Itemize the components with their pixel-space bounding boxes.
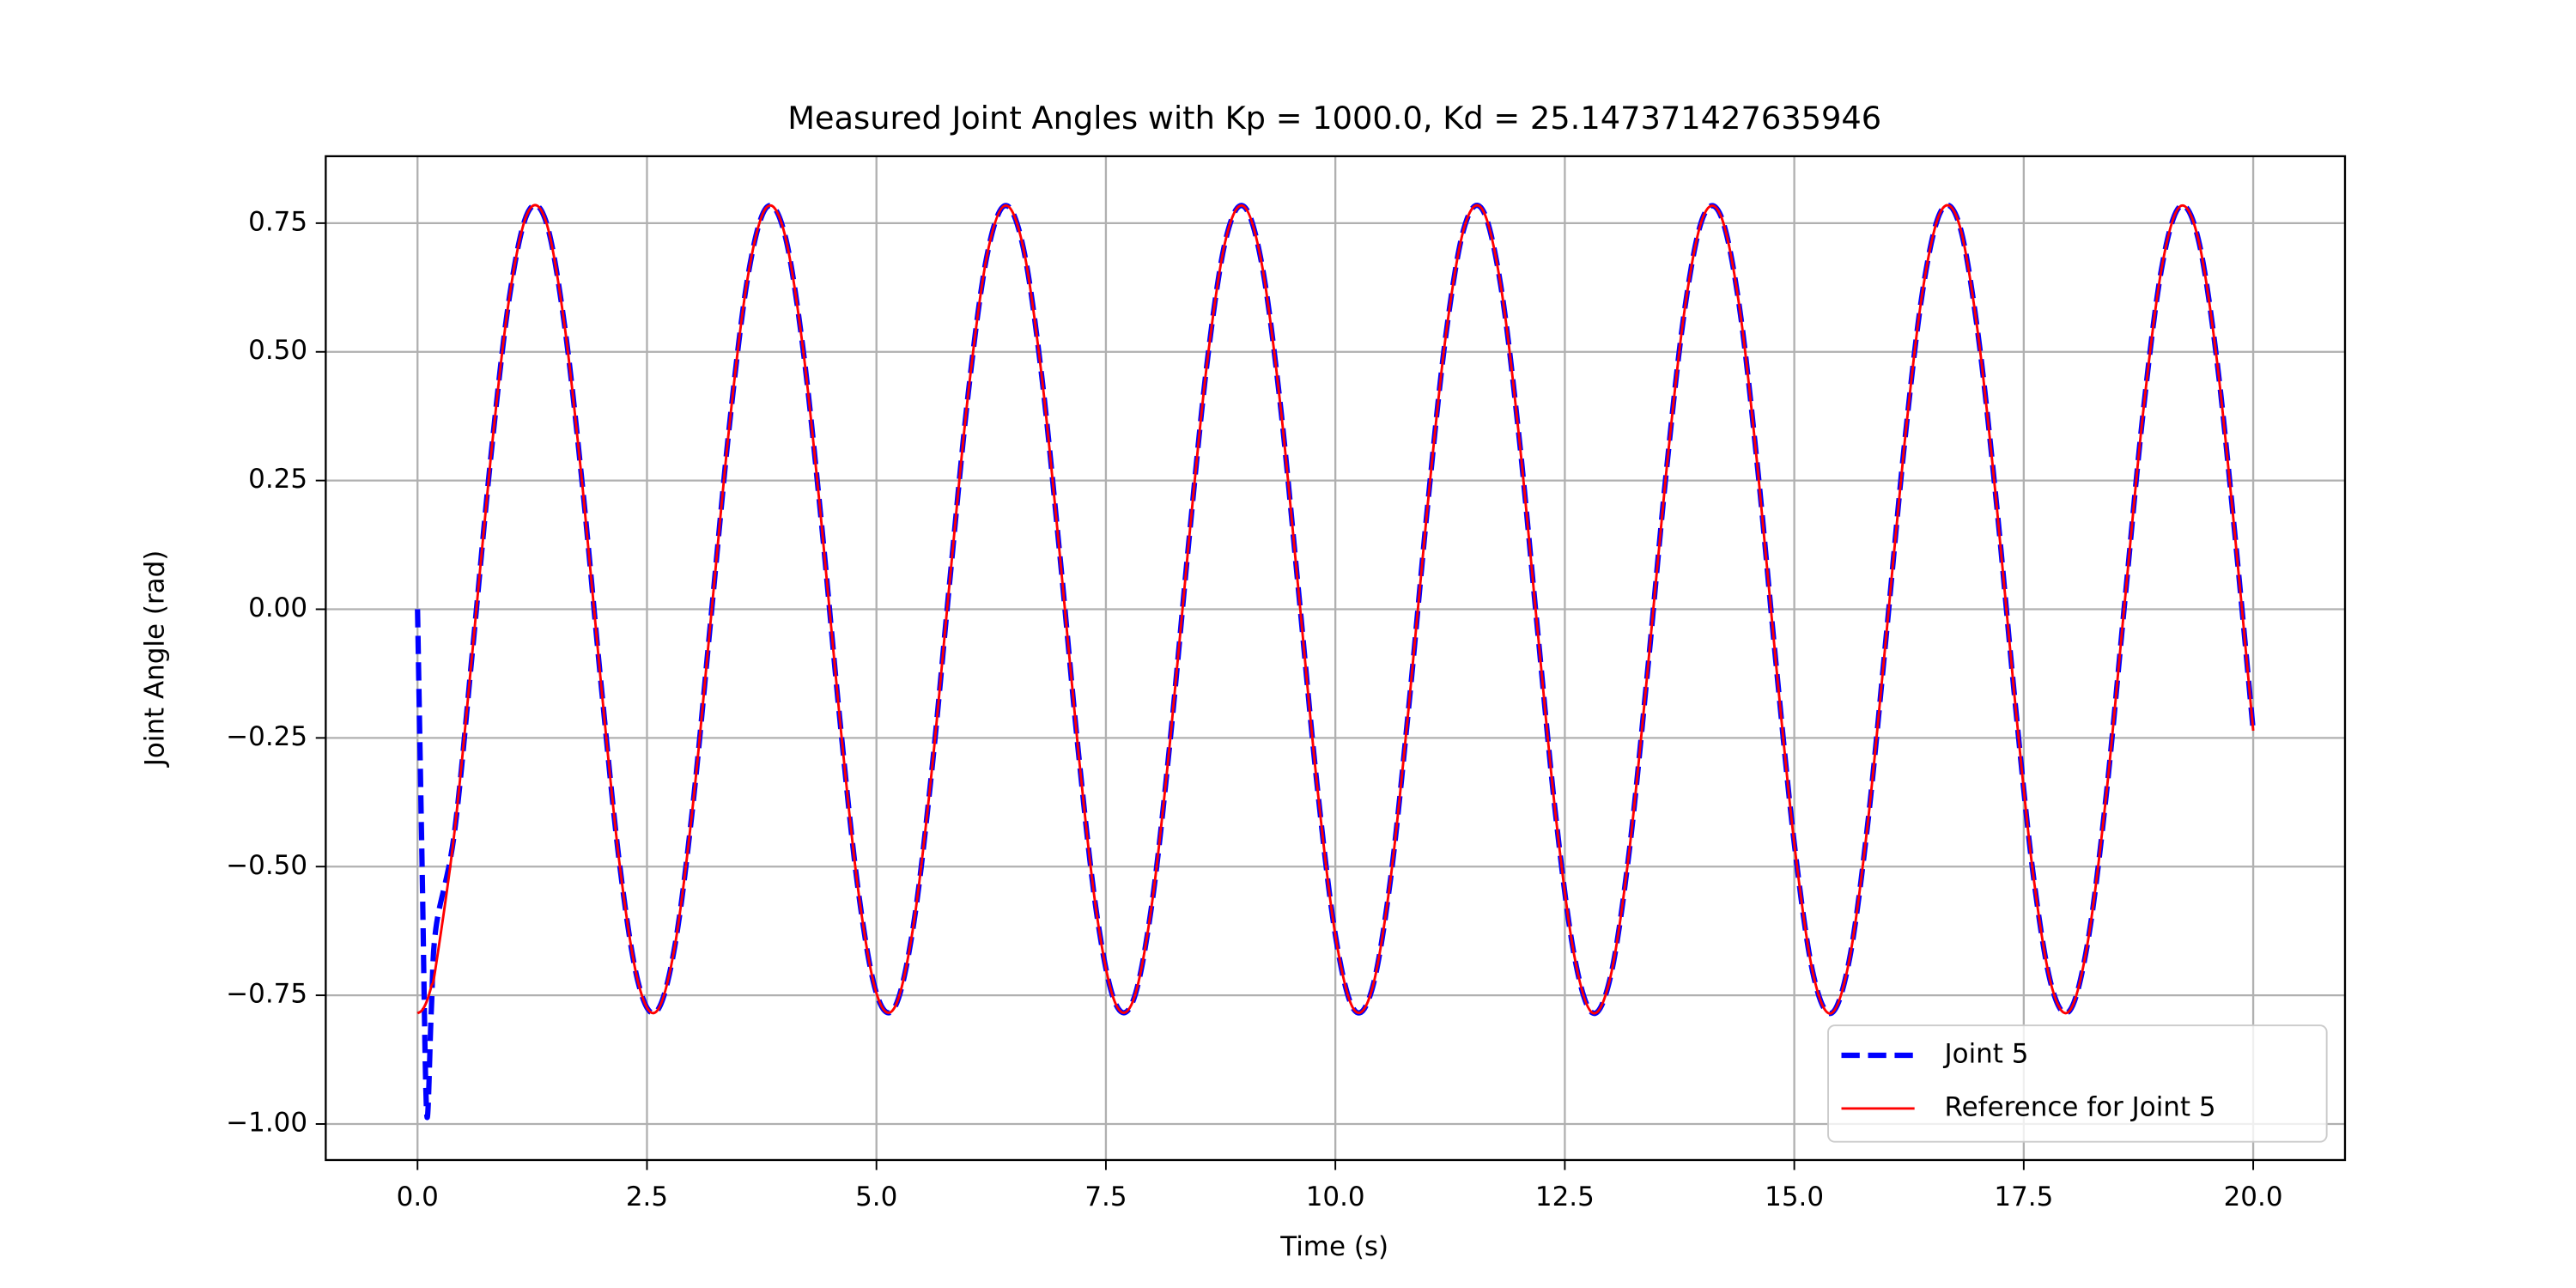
x-axis-label: Time (s) [1279,1231,1388,1262]
y-tick-label: −0.50 [226,850,307,881]
x-tick-label: 17.5 [1994,1182,2053,1212]
legend-box [1827,1024,2328,1143]
y-tick-label: −1.00 [226,1108,307,1139]
x-tick-label: 10.0 [1306,1182,1365,1212]
y-tick-label: 0.50 [248,335,307,366]
y-tick-label: 0.75 [248,206,307,237]
x-tick-label: 2.5 [626,1182,668,1212]
y-tick-label: −0.25 [226,721,307,752]
y-tick-label: −0.75 [226,979,307,1010]
x-tick-label: 15.0 [1765,1182,1824,1212]
legend-label: Reference for Joint 5 [1945,1091,2216,1122]
x-tick-label: 12.5 [1535,1182,1595,1212]
x-tick-label: 20.0 [2224,1182,2283,1212]
x-tick-label: 5.0 [855,1182,897,1212]
x-tick-label: 0.0 [397,1182,439,1212]
axes-frame [325,155,2347,1162]
y-tick-label: 0.00 [248,592,307,623]
y-axis-label: Joint Angle (rad) [139,550,170,769]
chart-title: Measured Joint Angles with Kp = 1000.0, … [787,100,1881,137]
x-tick-label: 7.5 [1084,1182,1127,1212]
y-tick-label: 0.25 [248,464,307,495]
data-line [416,204,2255,1015]
legend-label: Joint 5 [1943,1039,2029,1070]
